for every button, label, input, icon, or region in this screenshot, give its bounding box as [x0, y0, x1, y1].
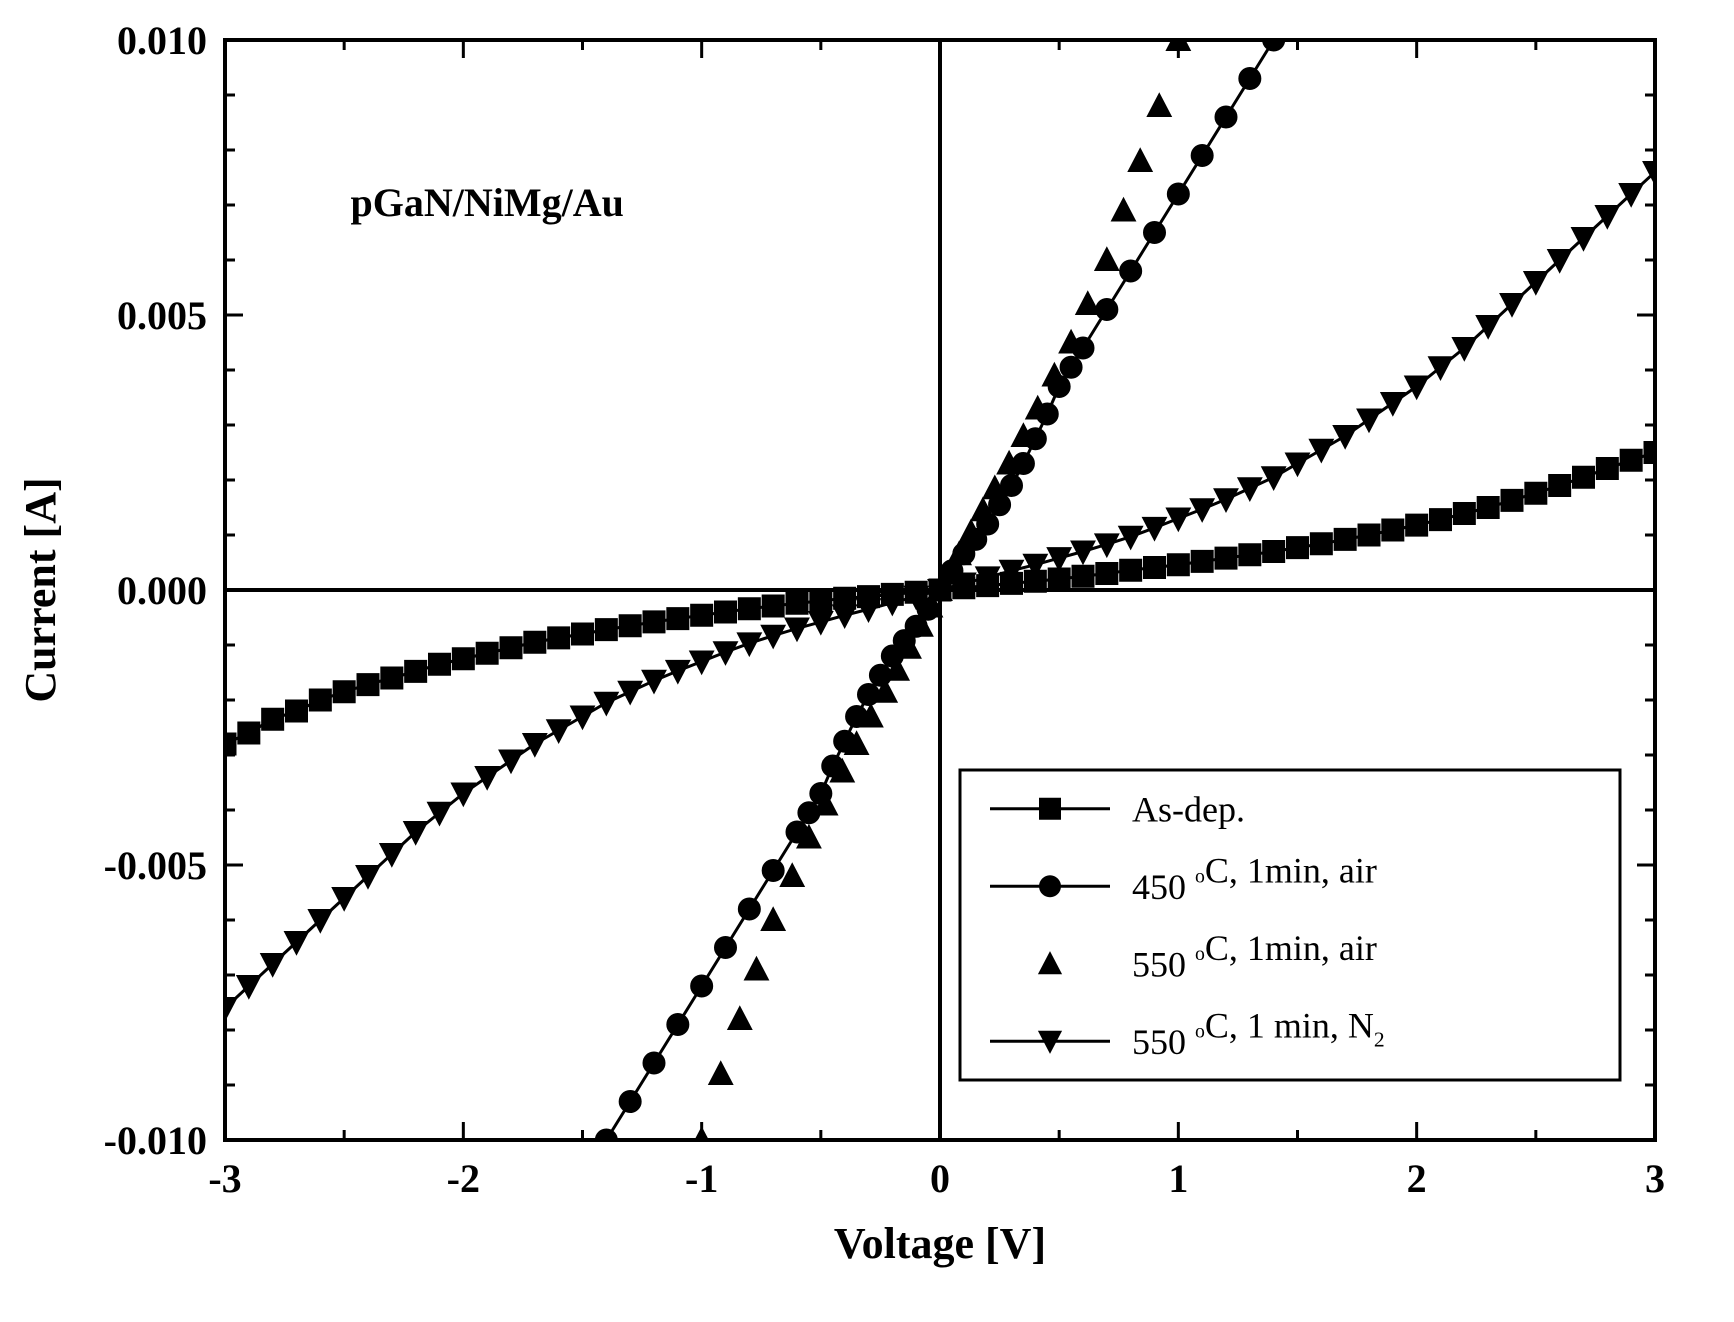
- legend-label: As-dep.: [1132, 789, 1245, 829]
- marker: [548, 627, 570, 649]
- marker: [762, 595, 784, 617]
- marker: [643, 1052, 665, 1074]
- marker: [738, 598, 760, 620]
- legend-marker: [1039, 798, 1061, 820]
- marker: [1096, 563, 1118, 585]
- marker: [500, 637, 522, 659]
- marker: [810, 590, 832, 612]
- marker: [476, 642, 498, 664]
- marker: [786, 592, 808, 614]
- marker: [1167, 554, 1189, 576]
- marker: [691, 604, 713, 626]
- marker: [262, 708, 284, 730]
- marker: [1620, 449, 1642, 471]
- marker: [1406, 514, 1428, 536]
- marker: [381, 667, 403, 689]
- marker: [1167, 183, 1189, 205]
- marker: [333, 681, 355, 703]
- marker: [1430, 509, 1452, 531]
- legend: As-dep.450 oC, 1min, air550 oC, 1min, ai…: [960, 770, 1620, 1080]
- x-axis-title: Voltage [V]: [834, 1219, 1046, 1268]
- ytick-label: 0.005: [117, 293, 207, 338]
- marker: [1144, 222, 1166, 244]
- marker: [1239, 544, 1261, 566]
- marker: [1191, 145, 1213, 167]
- xtick-label: 2: [1407, 1156, 1427, 1201]
- marker: [1310, 533, 1332, 555]
- marker: [715, 601, 737, 623]
- xtick-label: -1: [685, 1156, 718, 1201]
- marker: [1191, 550, 1213, 572]
- marker: [572, 623, 594, 645]
- marker: [643, 611, 665, 633]
- marker: [1358, 524, 1380, 546]
- marker: [1382, 519, 1404, 541]
- marker: [738, 898, 760, 920]
- marker: [1573, 466, 1595, 488]
- marker: [1120, 260, 1142, 282]
- marker: [1144, 556, 1166, 578]
- marker: [286, 700, 308, 722]
- marker: [691, 975, 713, 997]
- xtick-label: 0: [930, 1156, 950, 1201]
- legend-marker: [1039, 875, 1061, 897]
- marker: [524, 631, 546, 653]
- xtick-label: -3: [208, 1156, 241, 1201]
- marker: [1060, 356, 1082, 378]
- chart-annotation: pGaN/NiMg/Au: [350, 180, 623, 225]
- marker: [1287, 537, 1309, 559]
- xtick-label: 1: [1168, 1156, 1188, 1201]
- marker: [452, 648, 474, 670]
- ytick-label: 0.000: [117, 568, 207, 613]
- marker: [715, 937, 737, 959]
- ytick-label: 0.010: [117, 18, 207, 63]
- marker: [1072, 565, 1094, 587]
- marker: [762, 860, 784, 882]
- marker: [1120, 559, 1142, 581]
- marker: [1525, 482, 1547, 504]
- marker: [595, 619, 617, 641]
- marker: [1096, 299, 1118, 321]
- marker: [667, 1014, 689, 1036]
- marker: [1239, 68, 1261, 90]
- marker: [357, 674, 379, 696]
- marker: [1549, 475, 1571, 497]
- xtick-label: 3: [1645, 1156, 1665, 1201]
- marker: [1501, 489, 1523, 511]
- marker: [667, 608, 689, 630]
- iv-chart: -3 -2 -1 0 1 2 3 -0.010 -0.005 0.000 0.005 0.010 Vol…: [0, 0, 1734, 1322]
- ytick-label: -0.010: [104, 1118, 207, 1163]
- marker: [1263, 541, 1285, 563]
- marker: [309, 689, 331, 711]
- marker: [1215, 547, 1237, 569]
- marker: [429, 653, 451, 675]
- marker: [405, 660, 427, 682]
- marker: [619, 615, 641, 637]
- marker: [238, 722, 260, 744]
- marker: [1596, 457, 1618, 479]
- ytick-label: -0.005: [104, 843, 207, 888]
- xtick-label: -2: [447, 1156, 480, 1201]
- marker: [1453, 503, 1475, 525]
- marker: [1477, 497, 1499, 519]
- marker: [619, 1091, 641, 1113]
- marker: [1334, 528, 1356, 550]
- marker: [1215, 106, 1237, 128]
- y-axis-title: Current [A]: [16, 477, 65, 702]
